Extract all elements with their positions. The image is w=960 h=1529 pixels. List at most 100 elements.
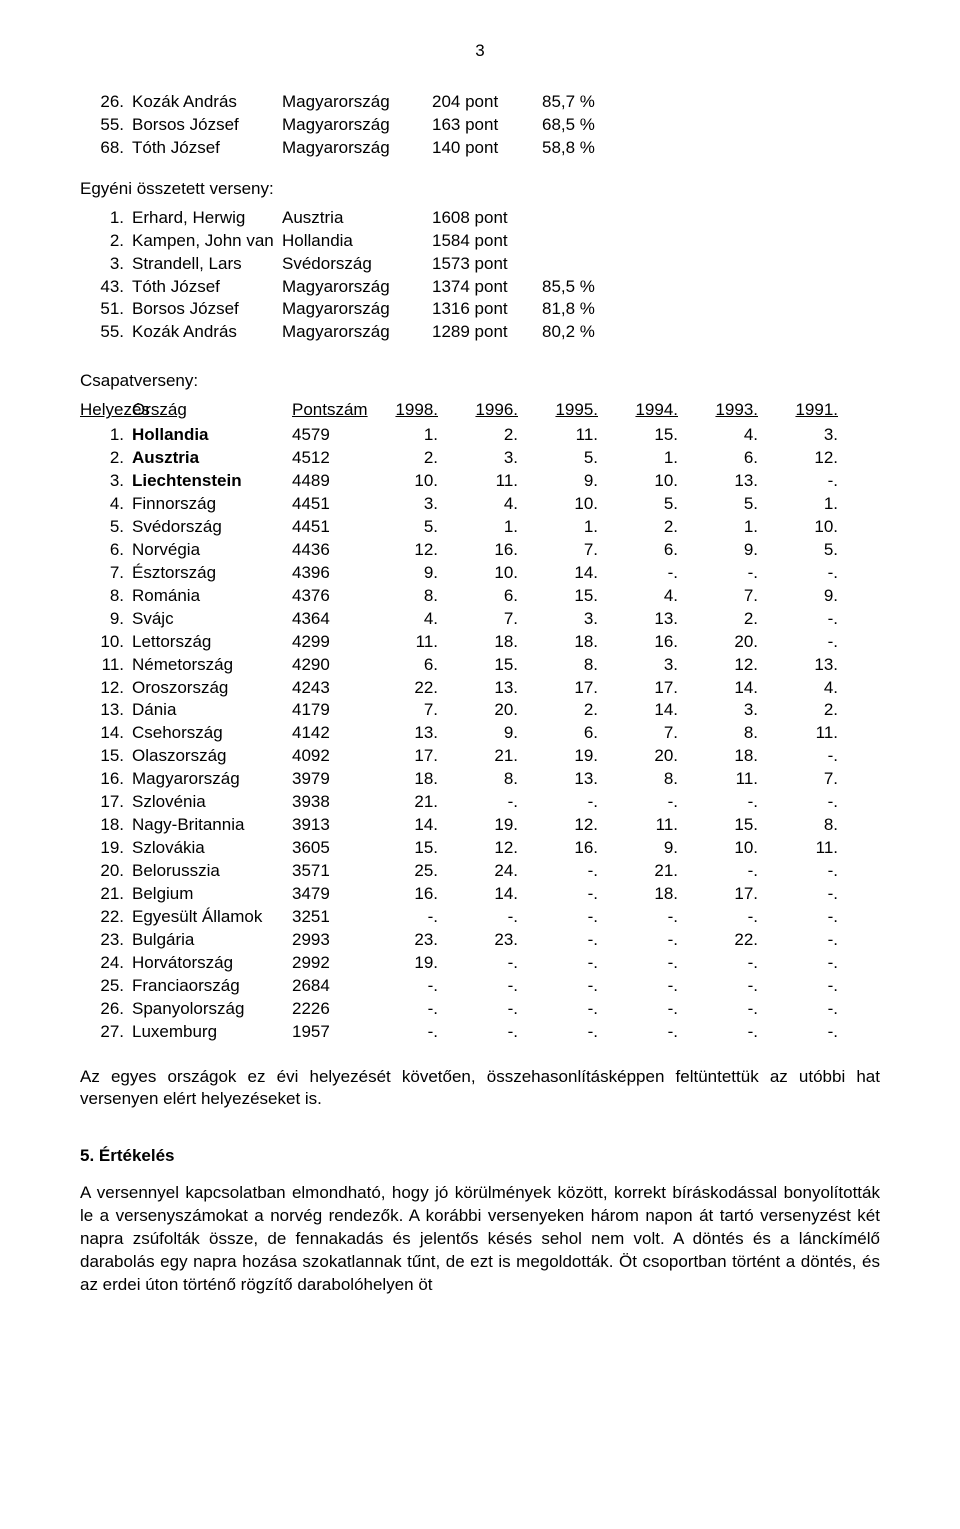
team-year-cell-2: -. bbox=[518, 998, 598, 1021]
country-cell: Magyarország bbox=[282, 137, 432, 160]
team-row: 4.Finnország44513.4.10.5.5.1. bbox=[80, 493, 880, 516]
team-year-cell-2: -. bbox=[518, 975, 598, 998]
team-year-cell-1: 3. bbox=[438, 447, 518, 470]
team-year-cell-3: 10. bbox=[598, 470, 678, 493]
percent-cell bbox=[542, 253, 622, 276]
team-score-cell: 4512 bbox=[292, 447, 358, 470]
team-year-cell-1: 6. bbox=[438, 585, 518, 608]
result-row: 55.Borsos JózsefMagyarország163 pont68,5… bbox=[80, 114, 880, 137]
team-year-cell-2: 18. bbox=[518, 631, 598, 654]
team-rank-cell: 11. bbox=[80, 654, 132, 677]
team-year-cell-3: 1. bbox=[598, 447, 678, 470]
team-country-cell: Belgium bbox=[132, 883, 292, 906]
team-year-cell-0: 2. bbox=[358, 447, 438, 470]
team-score-cell: 3938 bbox=[292, 791, 358, 814]
team-year-cell-5: 12. bbox=[758, 447, 838, 470]
team-score-cell: 4092 bbox=[292, 745, 358, 768]
team-year-cell-2: 12. bbox=[518, 814, 598, 837]
team-year-cell-4: 17. bbox=[678, 883, 758, 906]
team-year-cell-0: 7. bbox=[358, 699, 438, 722]
team-country-cell: Finnország bbox=[132, 493, 292, 516]
team-rank-cell: 5. bbox=[80, 516, 132, 539]
result-row: 26.Kozák AndrásMagyarország204 pont85,7 … bbox=[80, 91, 880, 114]
team-year-cell-1: 15. bbox=[438, 654, 518, 677]
header-year-2: 1995. bbox=[518, 399, 598, 422]
team-year-cell-1: -. bbox=[438, 906, 518, 929]
team-score-cell: 4243 bbox=[292, 677, 358, 700]
team-year-cell-4: -. bbox=[678, 791, 758, 814]
team-year-cell-1: -. bbox=[438, 791, 518, 814]
name-cell: Kozák András bbox=[132, 91, 282, 114]
team-rank-cell: 22. bbox=[80, 906, 132, 929]
team-year-cell-5: 9. bbox=[758, 585, 838, 608]
team-year-cell-0: 17. bbox=[358, 745, 438, 768]
percent-cell bbox=[542, 230, 622, 253]
team-score-cell: 4299 bbox=[292, 631, 358, 654]
team-year-cell-1: 7. bbox=[438, 608, 518, 631]
team-year-cell-4: 2. bbox=[678, 608, 758, 631]
team-year-cell-4: 4. bbox=[678, 424, 758, 447]
team-year-cell-0: 19. bbox=[358, 952, 438, 975]
team-year-cell-5: 13. bbox=[758, 654, 838, 677]
percent-cell bbox=[542, 207, 622, 230]
team-year-cell-0: 25. bbox=[358, 860, 438, 883]
team-country-cell: Spanyolország bbox=[132, 998, 292, 1021]
name-cell: Borsos József bbox=[132, 298, 282, 321]
header-year-3: 1994. bbox=[598, 399, 678, 422]
country-cell: Magyarország bbox=[282, 114, 432, 137]
team-country-cell: Egyesült Államok bbox=[132, 906, 292, 929]
team-year-cell-0: 10. bbox=[358, 470, 438, 493]
team-year-cell-4: 6. bbox=[678, 447, 758, 470]
rank-cell: 26. bbox=[80, 91, 132, 114]
team-year-cell-0: 5. bbox=[358, 516, 438, 539]
name-cell: Strandell, Lars bbox=[132, 253, 282, 276]
team-rank-cell: 17. bbox=[80, 791, 132, 814]
percent-cell: 85,7 % bbox=[542, 91, 622, 114]
team-rank-cell: 23. bbox=[80, 929, 132, 952]
country-cell: Svédország bbox=[282, 253, 432, 276]
team-country-cell: Románia bbox=[132, 585, 292, 608]
team-score-cell: 2992 bbox=[292, 952, 358, 975]
team-year-cell-0: 3. bbox=[358, 493, 438, 516]
team-country-cell: Szlovénia bbox=[132, 791, 292, 814]
team-year-cell-3: 7. bbox=[598, 722, 678, 745]
team-rank-cell: 15. bbox=[80, 745, 132, 768]
team-rank-cell: 16. bbox=[80, 768, 132, 791]
team-year-cell-4: 18. bbox=[678, 745, 758, 768]
evaluation-body: A versennyel kapcsolatban elmondható, ho… bbox=[80, 1182, 880, 1297]
team-table-header: Helyezés Ország Pontszám 1998. 1996. 199… bbox=[80, 399, 880, 422]
team-score-cell: 3251 bbox=[292, 906, 358, 929]
team-year-cell-0: 1. bbox=[358, 424, 438, 447]
rank-cell: 68. bbox=[80, 137, 132, 160]
team-year-cell-3: 21. bbox=[598, 860, 678, 883]
team-score-cell: 4579 bbox=[292, 424, 358, 447]
team-row: 10.Lettország429911.18.18.16.20.-. bbox=[80, 631, 880, 654]
team-year-cell-1: 13. bbox=[438, 677, 518, 700]
team-year-cell-3: -. bbox=[598, 998, 678, 1021]
team-year-cell-1: 23. bbox=[438, 929, 518, 952]
team-year-cell-0: -. bbox=[358, 998, 438, 1021]
team-rank-cell: 8. bbox=[80, 585, 132, 608]
team-year-cell-4: 14. bbox=[678, 677, 758, 700]
team-year-cell-1: 21. bbox=[438, 745, 518, 768]
team-row: 16.Magyarország397918.8.13.8.11.7. bbox=[80, 768, 880, 791]
team-year-cell-5: -. bbox=[758, 631, 838, 654]
team-score-cell: 4364 bbox=[292, 608, 358, 631]
team-year-cell-3: 20. bbox=[598, 745, 678, 768]
header-rank: Helyezés bbox=[80, 399, 132, 422]
team-year-cell-2: 6. bbox=[518, 722, 598, 745]
percent-cell: 80,2 % bbox=[542, 321, 622, 344]
evaluation-heading: 5. Értékelés bbox=[80, 1145, 880, 1168]
team-row: 22.Egyesült Államok3251-.-.-.-.-.-. bbox=[80, 906, 880, 929]
team-row: 13.Dánia41797.20.2.14.3.2. bbox=[80, 699, 880, 722]
page-number: 3 bbox=[80, 40, 880, 63]
team-year-cell-3: 17. bbox=[598, 677, 678, 700]
team-year-cell-4: 3. bbox=[678, 699, 758, 722]
team-year-cell-5: 11. bbox=[758, 722, 838, 745]
team-year-cell-5: 7. bbox=[758, 768, 838, 791]
team-year-cell-5: 4. bbox=[758, 677, 838, 700]
team-row: 6.Norvégia443612.16.7.6.9.5. bbox=[80, 539, 880, 562]
team-country-cell: Horvátország bbox=[132, 952, 292, 975]
team-year-cell-3: -. bbox=[598, 929, 678, 952]
team-country-cell: Luxemburg bbox=[132, 1021, 292, 1044]
